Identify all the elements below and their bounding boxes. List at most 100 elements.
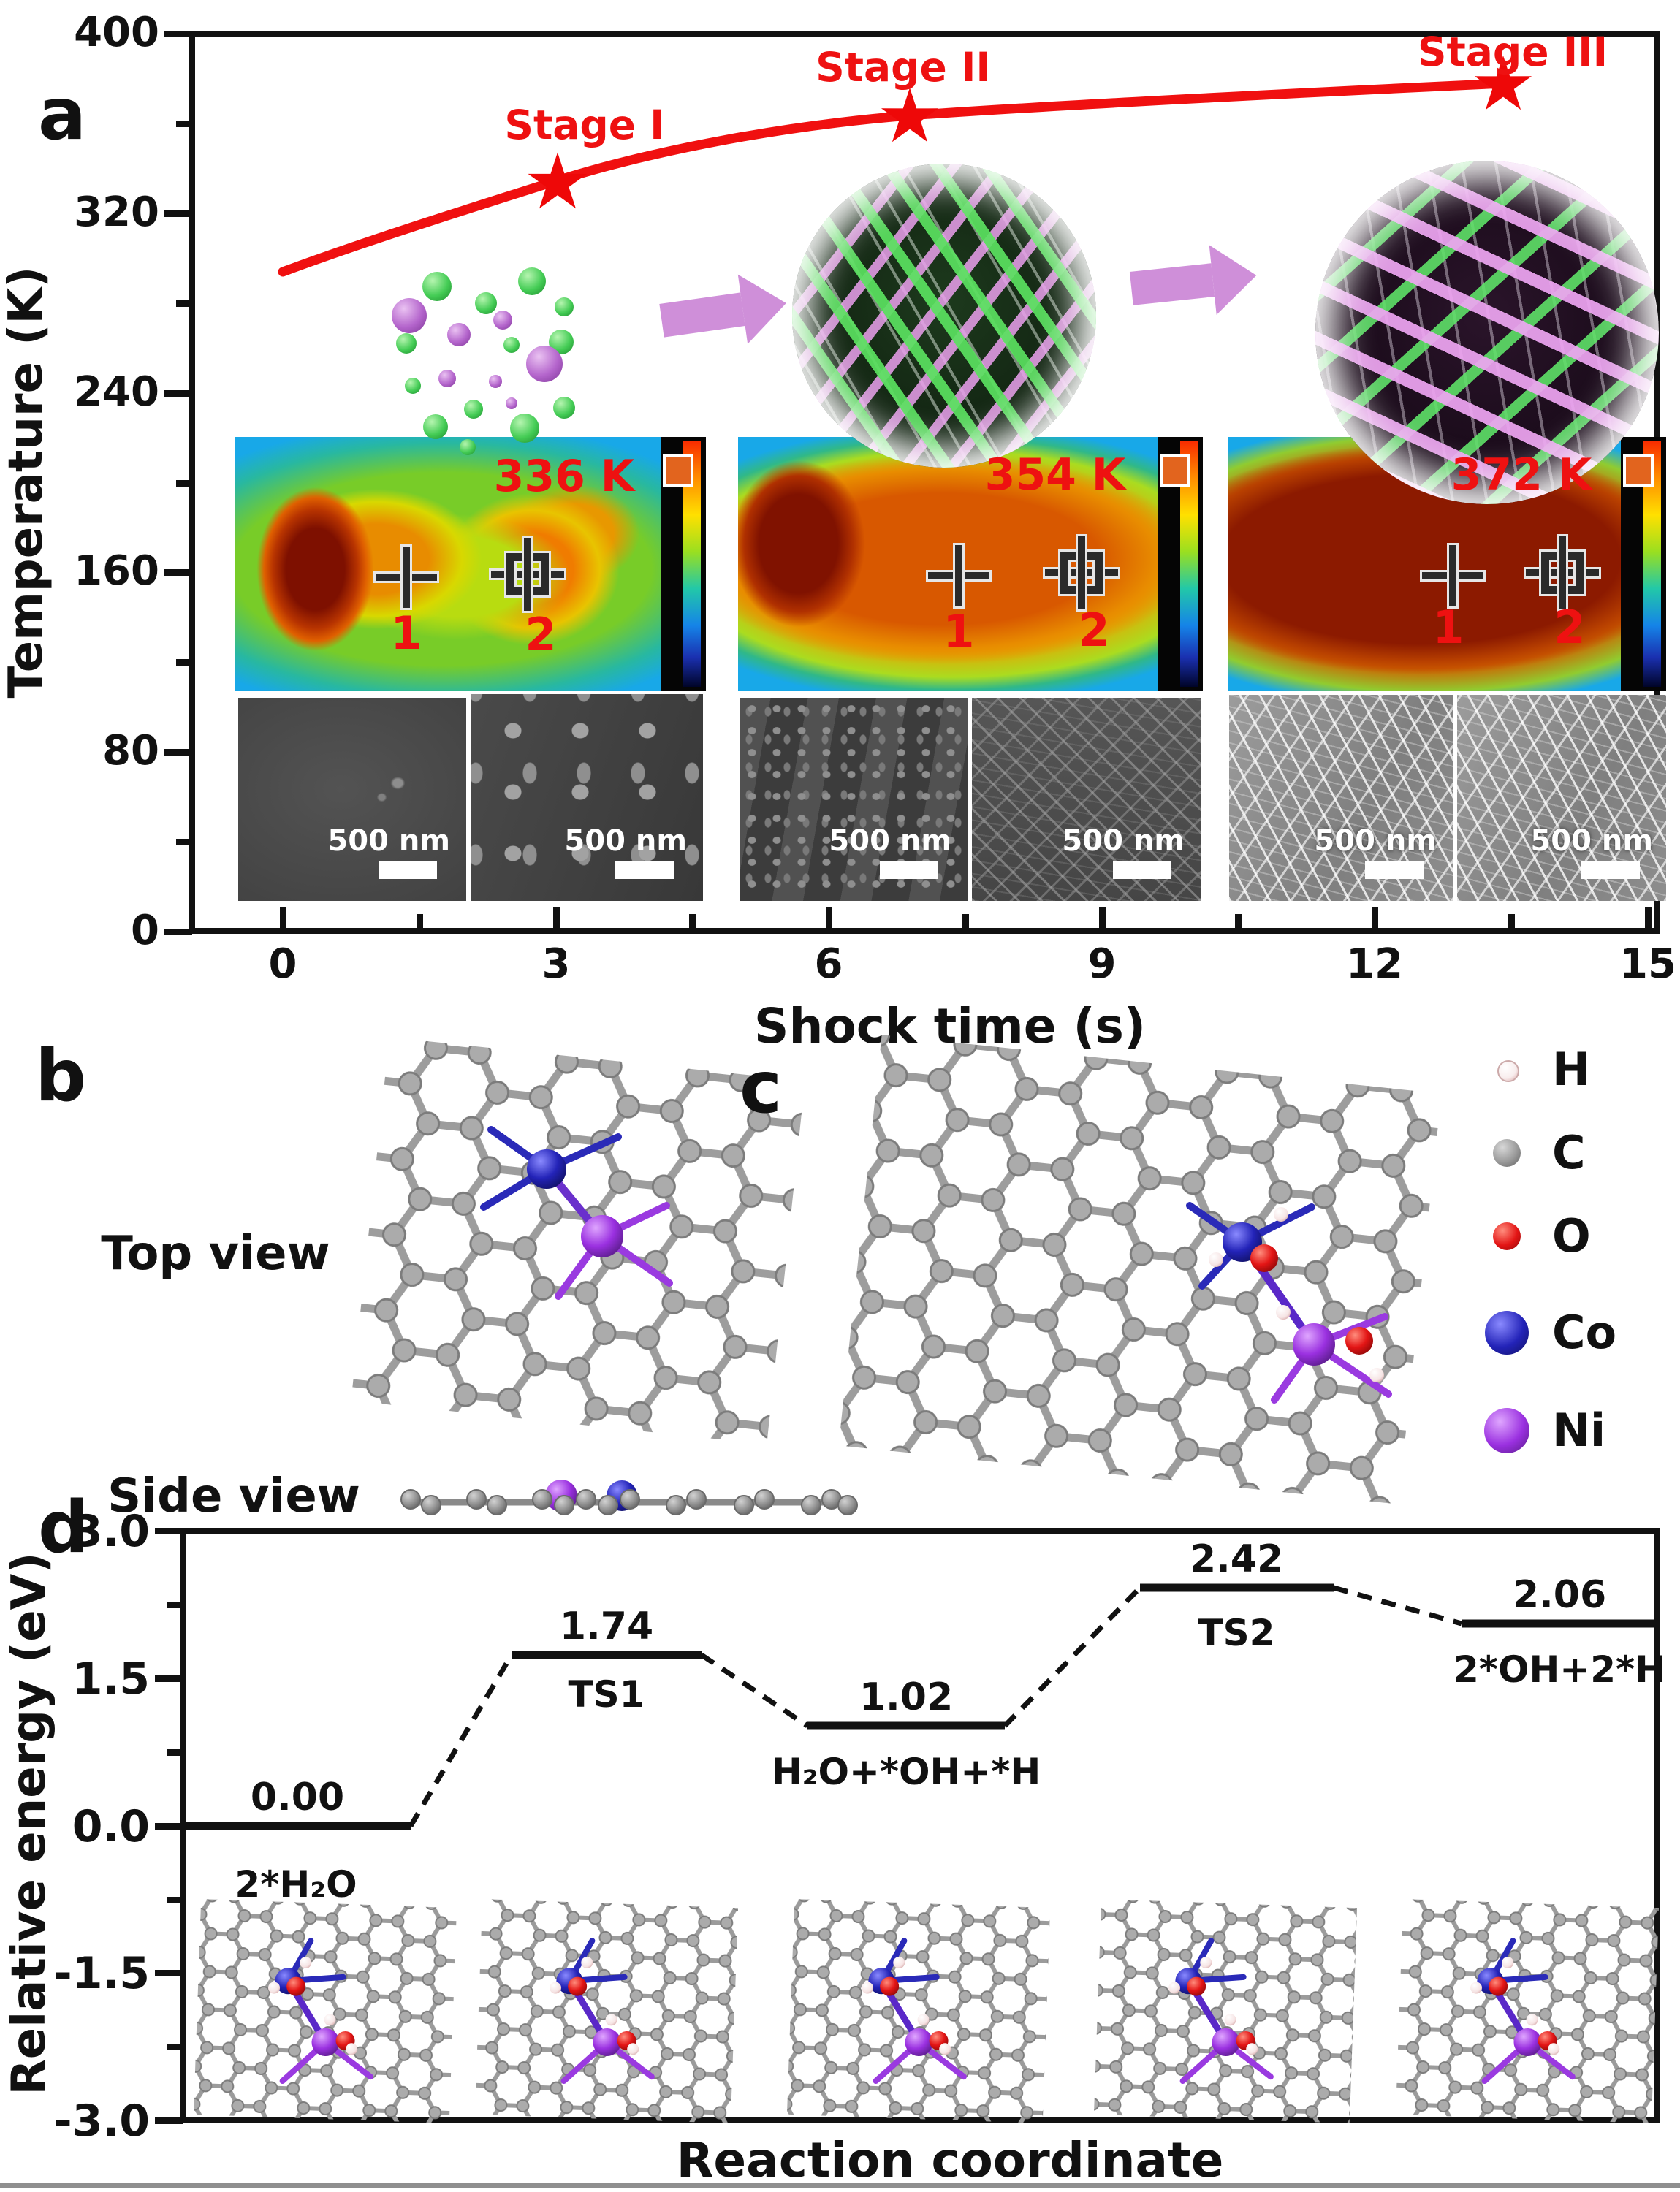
panel-a-y-tick [176, 121, 192, 127]
nanoparticle [464, 400, 483, 419]
scale-bar [1365, 861, 1424, 879]
c-atom [734, 1495, 754, 1515]
ni-atom [545, 1480, 577, 1512]
legend-co-icon [1485, 1311, 1529, 1355]
nanoparticle [503, 337, 520, 353]
level-species: 2*OH+2*H [1453, 1648, 1665, 1691]
spot-marker-2-icon [491, 538, 564, 611]
legend-ni-label: Ni [1552, 1404, 1606, 1457]
panel-d-y-tick [167, 1897, 183, 1903]
o-atom [1345, 1327, 1373, 1355]
y-tick-label: -3.0 [53, 2096, 150, 2147]
sem-image-5: 500 nm [1229, 695, 1453, 901]
nanoparticle [510, 414, 539, 443]
ni-atom [581, 1215, 623, 1257]
panel-a-y-tick [164, 210, 192, 217]
c-atom [532, 1489, 552, 1510]
nanoparticle [526, 346, 563, 382]
panel-a-x-tick [826, 907, 832, 929]
bottom-divider [0, 2183, 1680, 2188]
thermal-colorbar-icon [1158, 437, 1203, 691]
scale-bar [880, 861, 938, 879]
c-atom [686, 1489, 707, 1510]
y-tick-label: 0.0 [72, 1801, 150, 1852]
x-tick-label: 12 [1346, 940, 1403, 988]
h-atom [1274, 1207, 1288, 1222]
nanoparticle [489, 375, 502, 388]
spot-marker-1-icon [928, 545, 989, 606]
level-value: 2.42 [1189, 1537, 1284, 1581]
scale-bar-label: 500 nm [1314, 824, 1437, 858]
panel-a-x-tick [962, 914, 969, 929]
y-tick-label: 320 [74, 189, 159, 236]
spot-1-digit: 1 [390, 606, 422, 660]
nanoparticle [506, 397, 517, 409]
nanoparticle [438, 370, 456, 387]
legend-c-icon [1493, 1139, 1521, 1167]
spot-2-digit: 2 [525, 608, 557, 661]
thermal-colorbar-icon [1621, 437, 1666, 691]
panel-a-y-tick [176, 480, 192, 487]
panel-d-x-axis-title: Reaction coordinate [676, 2132, 1224, 2188]
panel-d-label: d [38, 1486, 90, 1569]
sem-image-4: 500 nm [972, 698, 1201, 901]
panel-a-x-tick [1372, 907, 1378, 929]
panel-a-x-tick [417, 914, 423, 929]
h-atom [1276, 1305, 1291, 1320]
scale-bar-label: 500 nm [564, 824, 687, 858]
co-atom [527, 1149, 566, 1189]
legend-o-label: O [1552, 1209, 1591, 1263]
c-atom [554, 1495, 574, 1515]
c-atom [576, 1489, 596, 1510]
c-atom [421, 1495, 441, 1515]
thermal-temp-2: 354 K [984, 449, 1126, 501]
spot-marker-1-icon [1422, 545, 1483, 606]
nanoparticle [422, 272, 452, 301]
spot-2-digit: 2 [1554, 601, 1586, 654]
panel-a-y-tick [164, 390, 192, 397]
level-species: TS1 [568, 1673, 645, 1716]
thermal-temp-3: 372 K [1451, 449, 1592, 501]
panel-a-x-tick [1099, 907, 1106, 929]
panel-a-x-tick [553, 907, 560, 929]
stage2-morphology-sphere [792, 164, 1096, 468]
panel-a-y-tick [164, 929, 192, 935]
spot-1-digit: 1 [1432, 601, 1464, 654]
panel-a-y-tick [176, 300, 192, 307]
nanoparticle [396, 333, 417, 354]
scale-bar-label: 500 nm [1530, 824, 1653, 858]
legend-h-icon [1497, 1060, 1519, 1082]
thermal-image-1 [235, 437, 706, 691]
y-tick-label: 160 [74, 547, 159, 595]
panel-a-y-tick [164, 569, 192, 576]
top-view-label: Top view [101, 1227, 330, 1281]
c-atom [801, 1495, 821, 1515]
thermal-temp-1: 336 K [493, 451, 635, 502]
panel-c-label: c [740, 1046, 783, 1130]
c-atom [487, 1495, 507, 1515]
nanoparticle [518, 267, 546, 295]
nanoparticle [555, 297, 574, 316]
y-tick-label: 240 [74, 368, 159, 416]
panel-d-y-tick [155, 2117, 183, 2124]
nanoparticle [475, 292, 497, 314]
legend-ni-icon [1484, 1408, 1529, 1453]
panel-b-label: b [35, 1035, 87, 1118]
stage1-label: Stage I [504, 102, 665, 148]
c-atom [466, 1489, 487, 1510]
legend-c-label: C [1552, 1126, 1586, 1179]
panel-a-x-tick [689, 914, 696, 929]
scale-bar-label: 500 nm [1062, 824, 1185, 858]
panel-d-y-tick [155, 1528, 183, 1534]
spot-marker-2-icon [1526, 536, 1599, 609]
panel-a-label: a [38, 73, 87, 156]
level-value: 0.00 [250, 1776, 345, 1819]
stage2-label: Stage II [816, 44, 991, 91]
y-tick-label: 1.5 [72, 1653, 150, 1705]
legend-co-label: Co [1552, 1306, 1617, 1359]
c-atom [400, 1489, 421, 1510]
spot-2-digit: 2 [1078, 604, 1110, 657]
level-species: 2*H₂O [235, 1863, 357, 1906]
c-atom [754, 1489, 775, 1510]
panel-d-y-tick [167, 2044, 183, 2050]
